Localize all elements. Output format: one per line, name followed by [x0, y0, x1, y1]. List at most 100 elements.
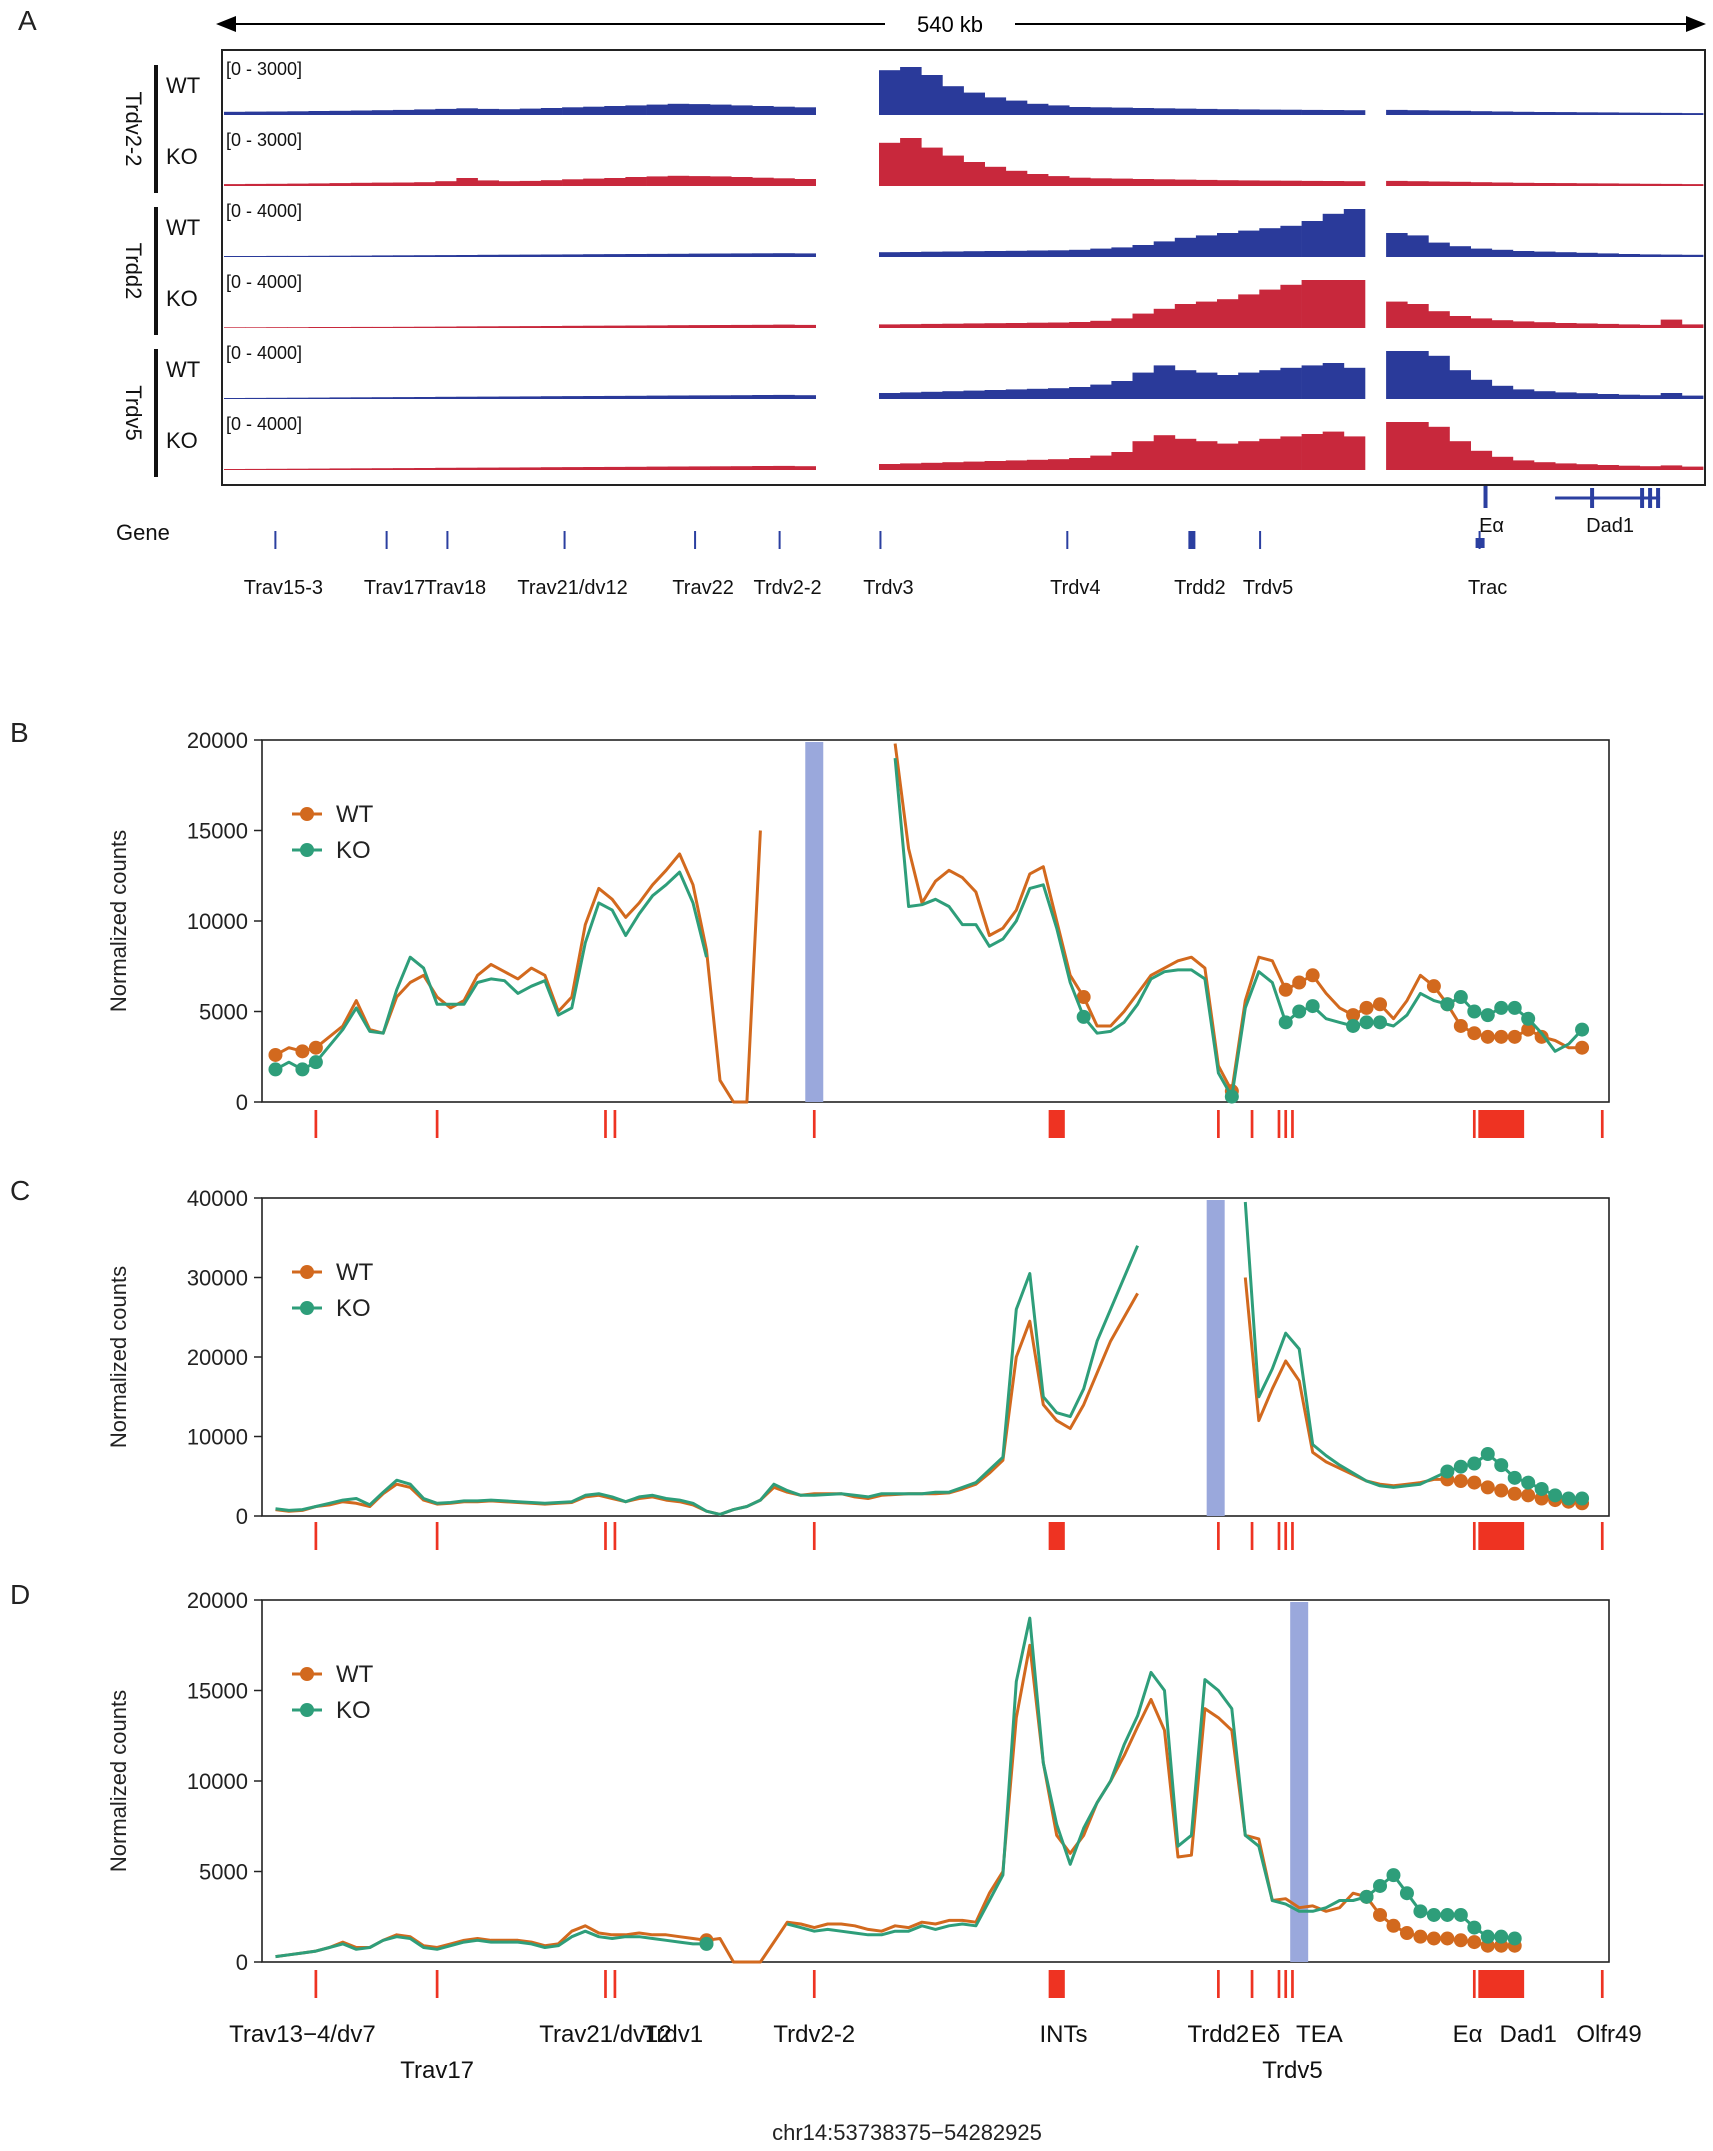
coverage-bar	[1534, 462, 1556, 470]
coverage-bar	[1407, 304, 1429, 328]
feature-mark	[604, 1970, 607, 1998]
coverage-bar	[350, 182, 373, 186]
coverage-bar	[1512, 111, 1535, 115]
coverage-bar	[1512, 321, 1535, 328]
coverage-bar	[1217, 375, 1239, 399]
span-arrowhead-left	[216, 16, 236, 32]
coverage-bar	[308, 327, 330, 328]
coverage-bar	[1681, 324, 1704, 328]
coverage-bar	[1449, 110, 1471, 115]
coverage-bar	[393, 182, 415, 186]
data-point-wt	[1507, 1486, 1522, 1501]
coverage-bar	[1069, 387, 1091, 399]
coverage-bar	[1069, 107, 1091, 115]
coverage-bar	[688, 104, 711, 115]
coverage-bar	[1576, 112, 1598, 115]
coverage-bar	[710, 325, 732, 328]
coverage-bar	[1026, 174, 1049, 186]
coverage-bar	[794, 324, 816, 328]
coverage-bar	[1491, 249, 1514, 257]
coverage-bar	[1660, 254, 1683, 257]
legend-label: WT	[336, 1661, 374, 1688]
coverage-bar	[646, 466, 669, 470]
coverage-bar	[1174, 438, 1197, 470]
gene-label: Trdv3	[863, 577, 913, 599]
coverage-bar	[1322, 363, 1345, 399]
track-condition-label: KO	[166, 144, 198, 169]
coverage-bar	[1048, 322, 1070, 328]
coverage-bar	[710, 176, 732, 186]
feature-label: Dad1	[1499, 2021, 1556, 2048]
data-point-wt	[1440, 1931, 1455, 1946]
coverage-bar	[519, 108, 542, 115]
legend-label: KO	[336, 1697, 371, 1724]
coverage-bar	[1428, 242, 1450, 257]
coverage-bar	[393, 109, 415, 115]
coverage-bar	[1026, 388, 1049, 399]
coverage-bar	[540, 396, 563, 399]
coverage-bar	[371, 397, 394, 399]
coverage-bar	[1343, 110, 1366, 115]
data-point-wt	[1494, 1483, 1509, 1498]
coverage-bar	[1618, 112, 1640, 115]
coverage-bar	[540, 108, 563, 115]
coverage-bar	[1153, 241, 1176, 257]
data-point-ko	[1494, 1458, 1509, 1473]
gene-label: Trdv5	[1243, 577, 1293, 599]
coverage-bar	[245, 397, 267, 399]
coverage-bar	[562, 107, 584, 115]
coverage-bar	[625, 177, 647, 186]
coverage-bar	[371, 326, 394, 328]
coverage-bar	[1386, 301, 1408, 328]
coverage-bar	[371, 182, 394, 186]
coverage-bar	[604, 395, 626, 399]
coverage-bar	[519, 326, 542, 328]
coverage-bar	[562, 396, 584, 399]
gene-label-ea: Eα	[1479, 515, 1504, 537]
coverage-bar	[477, 326, 499, 328]
coverage-bar	[498, 254, 521, 257]
coverage-bar	[646, 253, 669, 257]
coverage-bar	[731, 324, 753, 328]
coverage-bar	[604, 325, 626, 328]
coverage-bar	[1660, 183, 1683, 186]
coverage-bar	[562, 254, 584, 257]
coverage-bar	[1597, 465, 1619, 470]
coverage-bar	[1090, 248, 1112, 257]
coverage-bar	[1618, 465, 1640, 470]
data-point-wt	[1426, 1931, 1441, 1946]
coverage-bar	[266, 327, 288, 328]
coverage-bar	[1681, 184, 1704, 186]
coverage-bar	[667, 175, 690, 186]
coverage-bar	[435, 326, 457, 328]
coverage-bar	[900, 67, 922, 115]
legend-marker	[300, 843, 314, 857]
coverage-bar	[773, 465, 795, 470]
gene-mark-ea	[1483, 486, 1488, 508]
coverage-bar	[752, 324, 774, 328]
coverage-bar	[266, 468, 288, 470]
data-point-wt	[1521, 1022, 1536, 1037]
coverage-bar	[1555, 183, 1577, 186]
coverage-bar	[350, 326, 373, 328]
coverage-bar	[1470, 182, 1493, 186]
coverage-bar	[1005, 323, 1028, 328]
data-point-ko	[1494, 1000, 1509, 1015]
feature-mark	[1478, 1522, 1525, 1550]
coverage-bar	[1428, 311, 1450, 328]
coverage-bar	[562, 179, 584, 186]
coverage-bar	[1343, 367, 1366, 399]
coverage-bar	[1555, 392, 1577, 399]
series-line-ko	[274, 757, 1584, 1099]
coverage-bar	[1280, 284, 1302, 328]
gene-mark	[274, 531, 277, 549]
coverage-bar	[794, 395, 816, 399]
coverage-bar	[646, 395, 669, 399]
coverage-bar	[900, 392, 922, 399]
coverage-bar	[266, 111, 288, 115]
feature-mark	[1250, 1970, 1254, 1998]
legend-label: WT	[336, 801, 374, 828]
coverage-bar	[287, 111, 309, 115]
coverage-bar	[350, 110, 373, 115]
coverage-bar	[604, 254, 626, 257]
